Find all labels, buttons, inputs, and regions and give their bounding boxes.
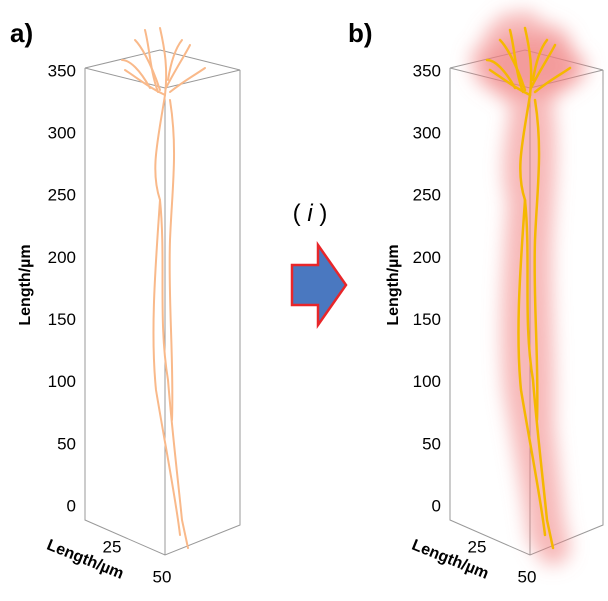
y-tick-label: 150 (48, 310, 76, 329)
y-tick-label: 300 (48, 124, 76, 143)
x-tick-label: 50 (153, 567, 172, 586)
glow (485, 28, 575, 548)
y-tick-label: 100 (48, 372, 76, 391)
x-tick-label: 25 (468, 537, 487, 556)
y-tick-label: 0 (432, 496, 441, 515)
y-tick-label: 350 (48, 61, 76, 80)
panel-label: b) (348, 18, 373, 48)
panel-b: b) Length/µm Length/µm 05010015020025030… (348, 18, 604, 586)
y-tick-label: 350 (413, 61, 441, 80)
y-tick-label: 250 (48, 186, 76, 205)
y-tick-label: 50 (57, 434, 76, 453)
arrow (290, 241, 348, 329)
panel-a: a) Length/µm Length/µm 05010015020025030… (10, 18, 241, 586)
y-tick-label: 50 (422, 434, 441, 453)
y-tick-label: 250 (413, 186, 441, 205)
y-tick-label: 0 (67, 496, 76, 515)
y-tick-label: 300 (413, 124, 441, 143)
y-tick-label: 100 (413, 372, 441, 391)
neuron (121, 27, 206, 549)
arrow-label: ( i ) (293, 200, 328, 227)
y-tick-label: 200 (413, 248, 441, 267)
y-axis-title: Length/µm (385, 244, 402, 325)
x-tick-label: 25 (103, 537, 122, 556)
x-tick-label: 50 (518, 567, 537, 586)
bounding-box (84, 49, 241, 556)
y-axis-title: Length/µm (17, 244, 34, 325)
y-tick-label: 150 (413, 310, 441, 329)
panel-label: a) (10, 18, 33, 48)
y-tick-label: 200 (48, 248, 76, 267)
